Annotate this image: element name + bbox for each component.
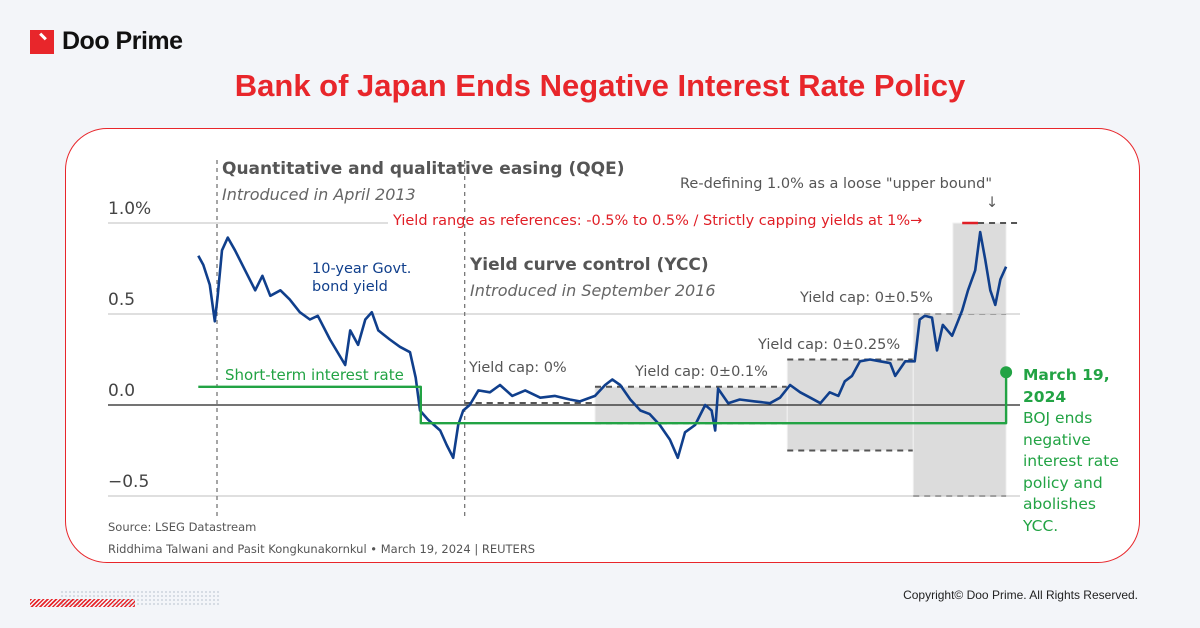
copyright: Copyright© Doo Prime. All Rights Reserve… (903, 588, 1138, 602)
band-label-1: Yield cap: 0±0.1% (635, 364, 768, 380)
decorative-stripes (30, 599, 135, 607)
bond-label-line2: bond yield (312, 279, 388, 295)
end-text-line: policy and (1023, 473, 1103, 492)
end-annotation: March 19, 2024 BOJ ends negative interes… (1023, 364, 1119, 537)
y-tick-label: 0.5 (108, 290, 135, 310)
credit-note: Riddhima Talwani and Pasit Kongkunakornk… (108, 542, 536, 556)
short-rate-label: Short-term interest rate (225, 366, 404, 384)
y-tick-label: 0.0 (108, 381, 135, 401)
down-arrow-icon: ↓ (986, 195, 999, 211)
bond-label-line1: 10-year Govt. (312, 261, 412, 277)
end-date: March 19, (1023, 366, 1110, 384)
policy-change-dot (1000, 366, 1013, 379)
band-label-0: Yield cap: 0% (469, 360, 567, 376)
end-text-line: negative (1023, 430, 1091, 449)
ycc-subtitle: Introduced in September 2016 (470, 281, 716, 300)
ycc-title: Yield curve control (YCC) (470, 255, 709, 275)
bond-yield-line (197, 230, 1008, 460)
qqe-subtitle: Introduced in April 2013 (222, 185, 416, 204)
upper-bound-note: Re-defining 1.0% as a loose "upper bound… (680, 176, 992, 192)
end-text-line: BOJ ends (1023, 409, 1093, 427)
end-text-line: YCC. (1023, 516, 1059, 535)
qqe-title: Quantitative and qualitative easing (QQE… (222, 159, 625, 179)
bond-yield-label: 10-year Govt. bond yield (312, 260, 411, 296)
yield-range-note: Yield range as references: -0.5% to 0.5%… (393, 213, 923, 229)
band-label-2: Yield cap: 0±0.25% (758, 337, 901, 353)
y-tick-label: −0.5 (108, 472, 149, 492)
doo-prime-logo-icon (30, 29, 54, 54)
page-title: Bank of Japan Ends Negative Interest Rat… (234, 68, 966, 103)
end-text-line: interest rate (1023, 452, 1119, 470)
end-year: 2024 (1023, 388, 1067, 406)
brand-name: Doo Prime (62, 27, 183, 55)
short-rate-line (198, 372, 1008, 425)
brand-logo: Doo Prime (30, 27, 183, 56)
band-label-3: Yield cap: 0±0.5% (800, 290, 933, 306)
y-tick-label: 1.0% (108, 199, 151, 219)
source-note: Source: LSEG Datastream (108, 520, 257, 534)
end-text-line: abolishes (1023, 495, 1096, 513)
